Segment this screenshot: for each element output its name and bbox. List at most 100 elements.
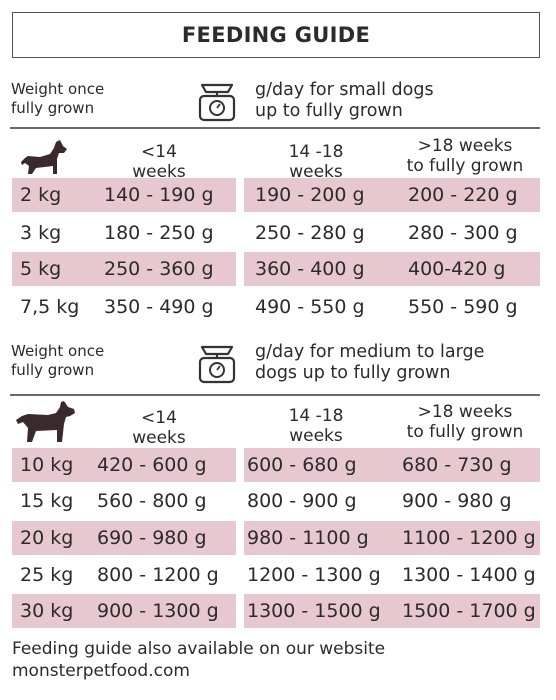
row-bg [12, 594, 236, 628]
amount-cell: 1500 - 1700 g [402, 600, 536, 622]
large-col-header-3-line1: >18 weeks [417, 402, 513, 422]
amount-cell: 1300 - 1500 g [247, 600, 381, 622]
row-bg [244, 448, 390, 482]
amount-cell: 1200 - 1300 g [247, 564, 381, 586]
large-dog-icon [16, 401, 75, 442]
kitchen-scale-icon [198, 83, 236, 122]
row-bg [244, 521, 390, 555]
small-col-header-3-line2: to fully grown [406, 156, 524, 176]
row-bg [12, 178, 236, 212]
row-bg [244, 178, 390, 212]
weight-cell: 15 kg [20, 490, 74, 512]
row-bg [390, 594, 540, 628]
table-row: 25 kg 800 - 1200 g 1200 - 1300 g 1300 - … [0, 558, 556, 592]
amount-cell: 800 - 1200 g [97, 564, 219, 586]
footer-note: Feeding guide also available on our webs… [12, 638, 385, 682]
large-weight-label-line1: Weight once [11, 342, 105, 360]
large-col-header-3-line2: to fully grown [406, 422, 524, 442]
amount-cell: 1100 - 1200 g [402, 527, 536, 549]
small-col-header-2: 14 -18 weeks [268, 142, 364, 182]
table-row: 20 kg 690 - 980 g 980 - 1100 g 1100 - 12… [0, 521, 556, 555]
small-col-header-1-line1: <14 [141, 142, 177, 162]
large-weight-label-line2: fully grown [11, 361, 95, 379]
small-weight-label-line2: fully grown [11, 99, 95, 117]
row-bg [12, 448, 236, 482]
website-link[interactable]: monsterpetfood.com [12, 661, 190, 681]
table-row: 10 kg 420 - 600 g 600 - 680 g 680 - 730 … [0, 448, 556, 482]
amount-cell: 360 - 400 g [255, 258, 365, 280]
row-bg [244, 594, 390, 628]
amount-cell: 420 - 600 g [97, 454, 207, 476]
large-col-header-1-line1: <14 [141, 408, 177, 428]
small-col-header-3-line1: >18 weeks [417, 136, 513, 156]
row-bg [390, 178, 540, 212]
amount-cell: 490 - 550 g [255, 296, 365, 318]
row-bg [390, 521, 540, 555]
amount-cell: 180 - 250 g [104, 222, 214, 244]
amount-cell: 550 - 590 g [408, 296, 518, 318]
small-description-line1: g/day for small dogs [255, 80, 434, 100]
table-row: 2 kg 140 - 190 g 190 - 200 g 200 - 220 g [0, 178, 556, 212]
large-description-line1: g/day for medium to large [255, 342, 485, 362]
amount-cell: 900 - 980 g [402, 490, 512, 512]
amount-cell: 600 - 680 g [247, 454, 357, 476]
large-col-header-2-line2: weeks [289, 426, 343, 446]
table-row: 30 kg 900 - 1300 g 1300 - 1500 g 1500 - … [0, 594, 556, 628]
footer-line1: Feeding guide also available on our webs… [12, 639, 386, 659]
amount-cell: 800 - 900 g [247, 490, 357, 512]
row-bg [390, 448, 540, 482]
amount-cell: 560 - 800 g [97, 490, 207, 512]
divider [10, 127, 540, 129]
amount-cell: 980 - 1100 g [247, 527, 369, 549]
row-bg [12, 521, 236, 555]
amount-cell: 690 - 980 g [97, 527, 207, 549]
small-col-header-2-line2: weeks [289, 162, 343, 182]
large-description: g/day for medium to large dogs up to ful… [255, 342, 484, 384]
large-description-line2: dogs up to fully grown [255, 363, 451, 383]
amount-cell: 250 - 280 g [255, 222, 365, 244]
table-row: 7,5 kg 350 - 490 g 490 - 550 g 550 - 590… [0, 290, 556, 324]
amount-cell: 280 - 300 g [408, 222, 518, 244]
small-weight-label: Weight once fully grown [11, 80, 104, 118]
small-description-line2: up to fully grown [255, 101, 403, 121]
large-col-header-2-line1: 14 -18 [288, 406, 344, 426]
large-col-header-1-line2: weeks [132, 428, 186, 448]
amount-cell: 200 - 220 g [408, 184, 518, 206]
large-col-header-2: 14 -18 weeks [268, 406, 364, 446]
table-row: 15 kg 560 - 800 g 800 - 900 g 900 - 980 … [0, 484, 556, 518]
amount-cell: 400-420 g [408, 258, 506, 280]
weight-cell: 20 kg [20, 527, 74, 549]
weight-cell: 2 kg [20, 184, 62, 206]
weight-cell: 30 kg [20, 600, 74, 622]
large-col-header-3: >18 weeks to fully grown [390, 402, 540, 442]
large-weight-label: Weight once fully grown [11, 342, 104, 380]
amount-cell: 680 - 730 g [402, 454, 512, 476]
amount-cell: 350 - 490 g [104, 296, 214, 318]
large-col-header-1: <14 weeks [118, 408, 200, 448]
amount-cell: 250 - 360 g [104, 258, 214, 280]
small-col-header-2-line1: 14 -18 [288, 142, 344, 162]
small-col-header-1: <14 weeks [118, 142, 200, 182]
amount-cell: 190 - 200 g [255, 184, 365, 206]
small-dog-icon [21, 140, 67, 174]
weight-cell: 3 kg [20, 222, 62, 244]
weight-cell: 7,5 kg [20, 296, 80, 318]
small-weight-label-line1: Weight once [11, 80, 105, 98]
amount-cell: 140 - 190 g [104, 184, 214, 206]
amount-cell: 1300 - 1400 g [402, 564, 536, 586]
small-description: g/day for small dogs up to fully grown [255, 80, 434, 122]
weight-cell: 10 kg [20, 454, 74, 476]
table-row: 3 kg 180 - 250 g 250 - 280 g 280 - 300 g [0, 216, 556, 250]
kitchen-scale-icon [198, 345, 236, 384]
small-col-header-1-line2: weeks [132, 162, 186, 182]
divider [10, 394, 540, 396]
row-bg [244, 252, 390, 286]
row-bg [12, 252, 236, 286]
row-bg [390, 252, 540, 286]
weight-cell: 25 kg [20, 564, 74, 586]
small-col-header-3: >18 weeks to fully grown [390, 136, 540, 176]
page-title: FEEDING GUIDE [12, 12, 540, 58]
weight-cell: 5 kg [20, 258, 62, 280]
amount-cell: 900 - 1300 g [97, 600, 219, 622]
table-row: 5 kg 250 - 360 g 360 - 400 g 400-420 g [0, 252, 556, 286]
